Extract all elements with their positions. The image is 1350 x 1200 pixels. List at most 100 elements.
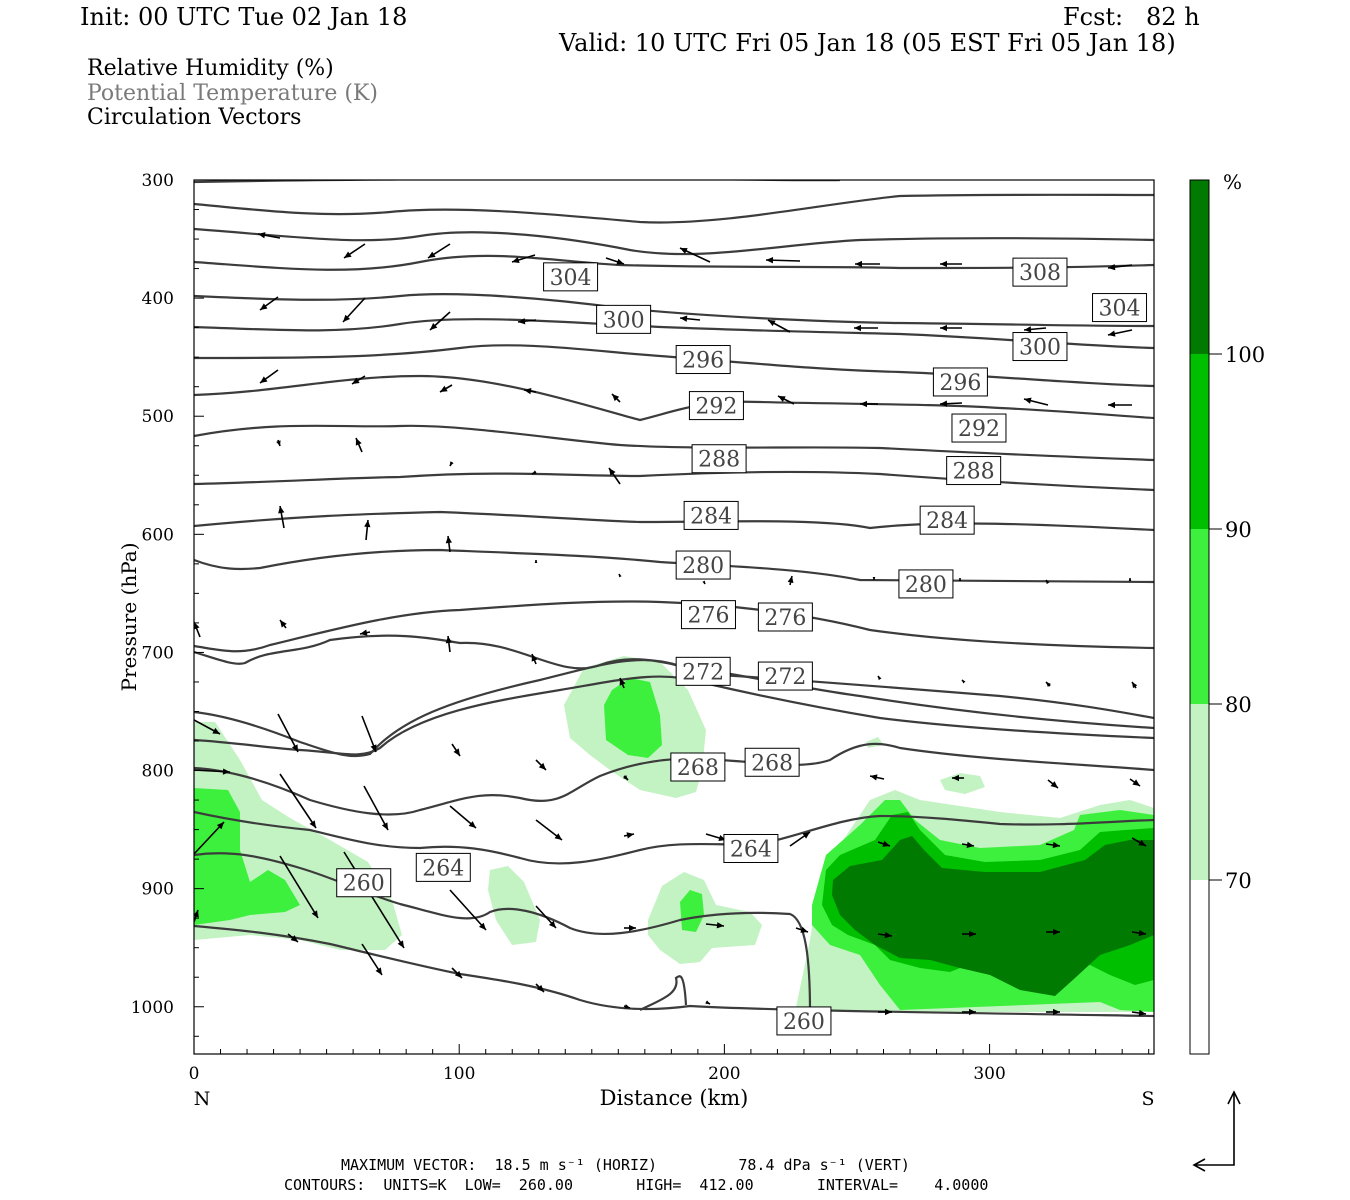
colorbar-below-70-band xyxy=(1190,880,1209,1054)
circulation-vector xyxy=(679,315,701,322)
rh-colorbar: % 100 90 80 70 xyxy=(1189,170,1265,1055)
circulation-vector xyxy=(445,635,452,653)
theta-contour xyxy=(194,600,1154,653)
colorbar-90-band xyxy=(1190,354,1209,529)
x-axis-title: Distance (km) xyxy=(600,1086,749,1110)
circulation-vector xyxy=(439,384,453,393)
circulation-vector xyxy=(1046,1008,1060,1016)
circulation-vector xyxy=(1047,779,1059,789)
y-tick-label: 300 xyxy=(142,171,174,191)
circulation-vector xyxy=(194,909,199,923)
colorbar-level-80: 80 xyxy=(1225,693,1252,717)
contour-label-box xyxy=(670,752,726,782)
circulation-vector xyxy=(860,400,878,408)
circulation-vector xyxy=(623,832,635,839)
x-tick-label: 0 xyxy=(189,1064,200,1084)
circulation-vector xyxy=(1045,681,1051,687)
circulation-vector xyxy=(351,375,366,385)
theta-contour xyxy=(194,470,1154,492)
forecast-hour: Fcst: 82 h xyxy=(1063,3,1200,31)
contour-label: 288 xyxy=(953,460,995,485)
circulation-vector xyxy=(618,573,622,578)
circulation-vector xyxy=(361,715,377,753)
theta-contour xyxy=(194,852,812,1013)
y-tick-label: 1000 xyxy=(131,998,174,1018)
y-axis-title: Pressure (hPa) xyxy=(117,543,141,692)
circulation-vector xyxy=(777,395,795,405)
contour-label-box xyxy=(757,661,813,691)
contour-label: 284 xyxy=(690,504,732,529)
circulation-vector xyxy=(445,535,452,553)
x-tick-label: 200 xyxy=(708,1064,740,1084)
colorbar-unit: % xyxy=(1223,170,1242,194)
circulation-vector xyxy=(523,388,537,395)
colorbar-70-band xyxy=(1190,704,1209,880)
circulation-vector xyxy=(1045,841,1061,849)
circulation-vector xyxy=(531,470,537,475)
circulation-vector xyxy=(872,577,876,580)
legend-relative-humidity: Relative Humidity (%) xyxy=(87,56,334,81)
circulation-vector xyxy=(624,924,636,932)
rh-70-region xyxy=(866,737,884,748)
contour-label: 276 xyxy=(687,604,729,629)
north-label: N xyxy=(194,1088,211,1110)
theta-contour xyxy=(194,510,1154,532)
rh-80-region xyxy=(194,788,300,925)
y-tick-label: 800 xyxy=(142,762,174,782)
colorbar-level-90: 90 xyxy=(1225,518,1252,542)
south-label: S xyxy=(1141,1088,1154,1110)
circulation-vector xyxy=(535,905,557,929)
circulation-vector xyxy=(854,324,878,332)
axes-layer: 0 100 200 300 300 400 500 600 700 800 900 1000 xyxy=(131,171,1150,1084)
contour-label-box xyxy=(683,500,739,530)
legend-circulation-vectors: Circulation Vectors xyxy=(87,105,302,130)
theta-contour xyxy=(194,193,1154,224)
circulation-vector xyxy=(363,785,389,831)
circulation-vector xyxy=(789,831,811,847)
circulation-vector xyxy=(961,679,966,684)
contour-label-box xyxy=(757,602,813,632)
circulation-vector xyxy=(679,247,711,263)
circulation-vector xyxy=(1131,837,1147,847)
contour-label-box xyxy=(675,550,731,580)
contour-label-layer: 304 308 304 300 300 296 296 292 292 288 288 284 284 2… xyxy=(336,257,1148,1036)
contour-label-box xyxy=(680,600,736,630)
rh-80-region xyxy=(680,890,704,932)
contour-label-box xyxy=(543,262,599,292)
contour-label: 300 xyxy=(1019,336,1061,361)
contour-label-box xyxy=(596,304,652,334)
circulation-vector xyxy=(962,1008,976,1016)
contour-label: 264 xyxy=(422,856,464,881)
circulation-vector xyxy=(705,922,725,929)
circulation-vector xyxy=(535,819,563,841)
contour-label: 308 xyxy=(1019,261,1061,286)
y-tick-label: 600 xyxy=(142,525,174,545)
circulation-vector xyxy=(939,400,963,407)
theta-contour xyxy=(194,548,1154,584)
circulation-vector xyxy=(940,324,962,332)
circulation-vector xyxy=(1108,401,1132,409)
colorbar-level-70: 70 xyxy=(1225,869,1252,893)
circulation-vector xyxy=(605,257,625,265)
circulation-vector xyxy=(952,774,964,782)
theta-contour xyxy=(194,742,1154,816)
circulation-vector xyxy=(517,318,537,325)
circulation-vector xyxy=(451,743,461,757)
circulation-vector xyxy=(608,467,621,485)
circulation-vector xyxy=(194,821,225,855)
contour-label-box xyxy=(919,505,975,535)
circulation-vector xyxy=(449,805,477,829)
plot-frame xyxy=(193,179,1155,1055)
circulation-vector xyxy=(535,759,547,771)
contour-label: 268 xyxy=(751,751,793,776)
circulation-vector xyxy=(427,243,451,259)
contour-label-box xyxy=(723,833,779,863)
circulation-vector xyxy=(705,833,727,842)
circulation-vector xyxy=(278,505,285,529)
circulation-vector xyxy=(279,619,287,629)
circulation-vector xyxy=(355,437,363,453)
circulation-vector xyxy=(429,311,451,331)
rh-70-region xyxy=(940,773,985,794)
circulation-vector xyxy=(1023,397,1049,406)
circulation-vector xyxy=(257,232,281,239)
